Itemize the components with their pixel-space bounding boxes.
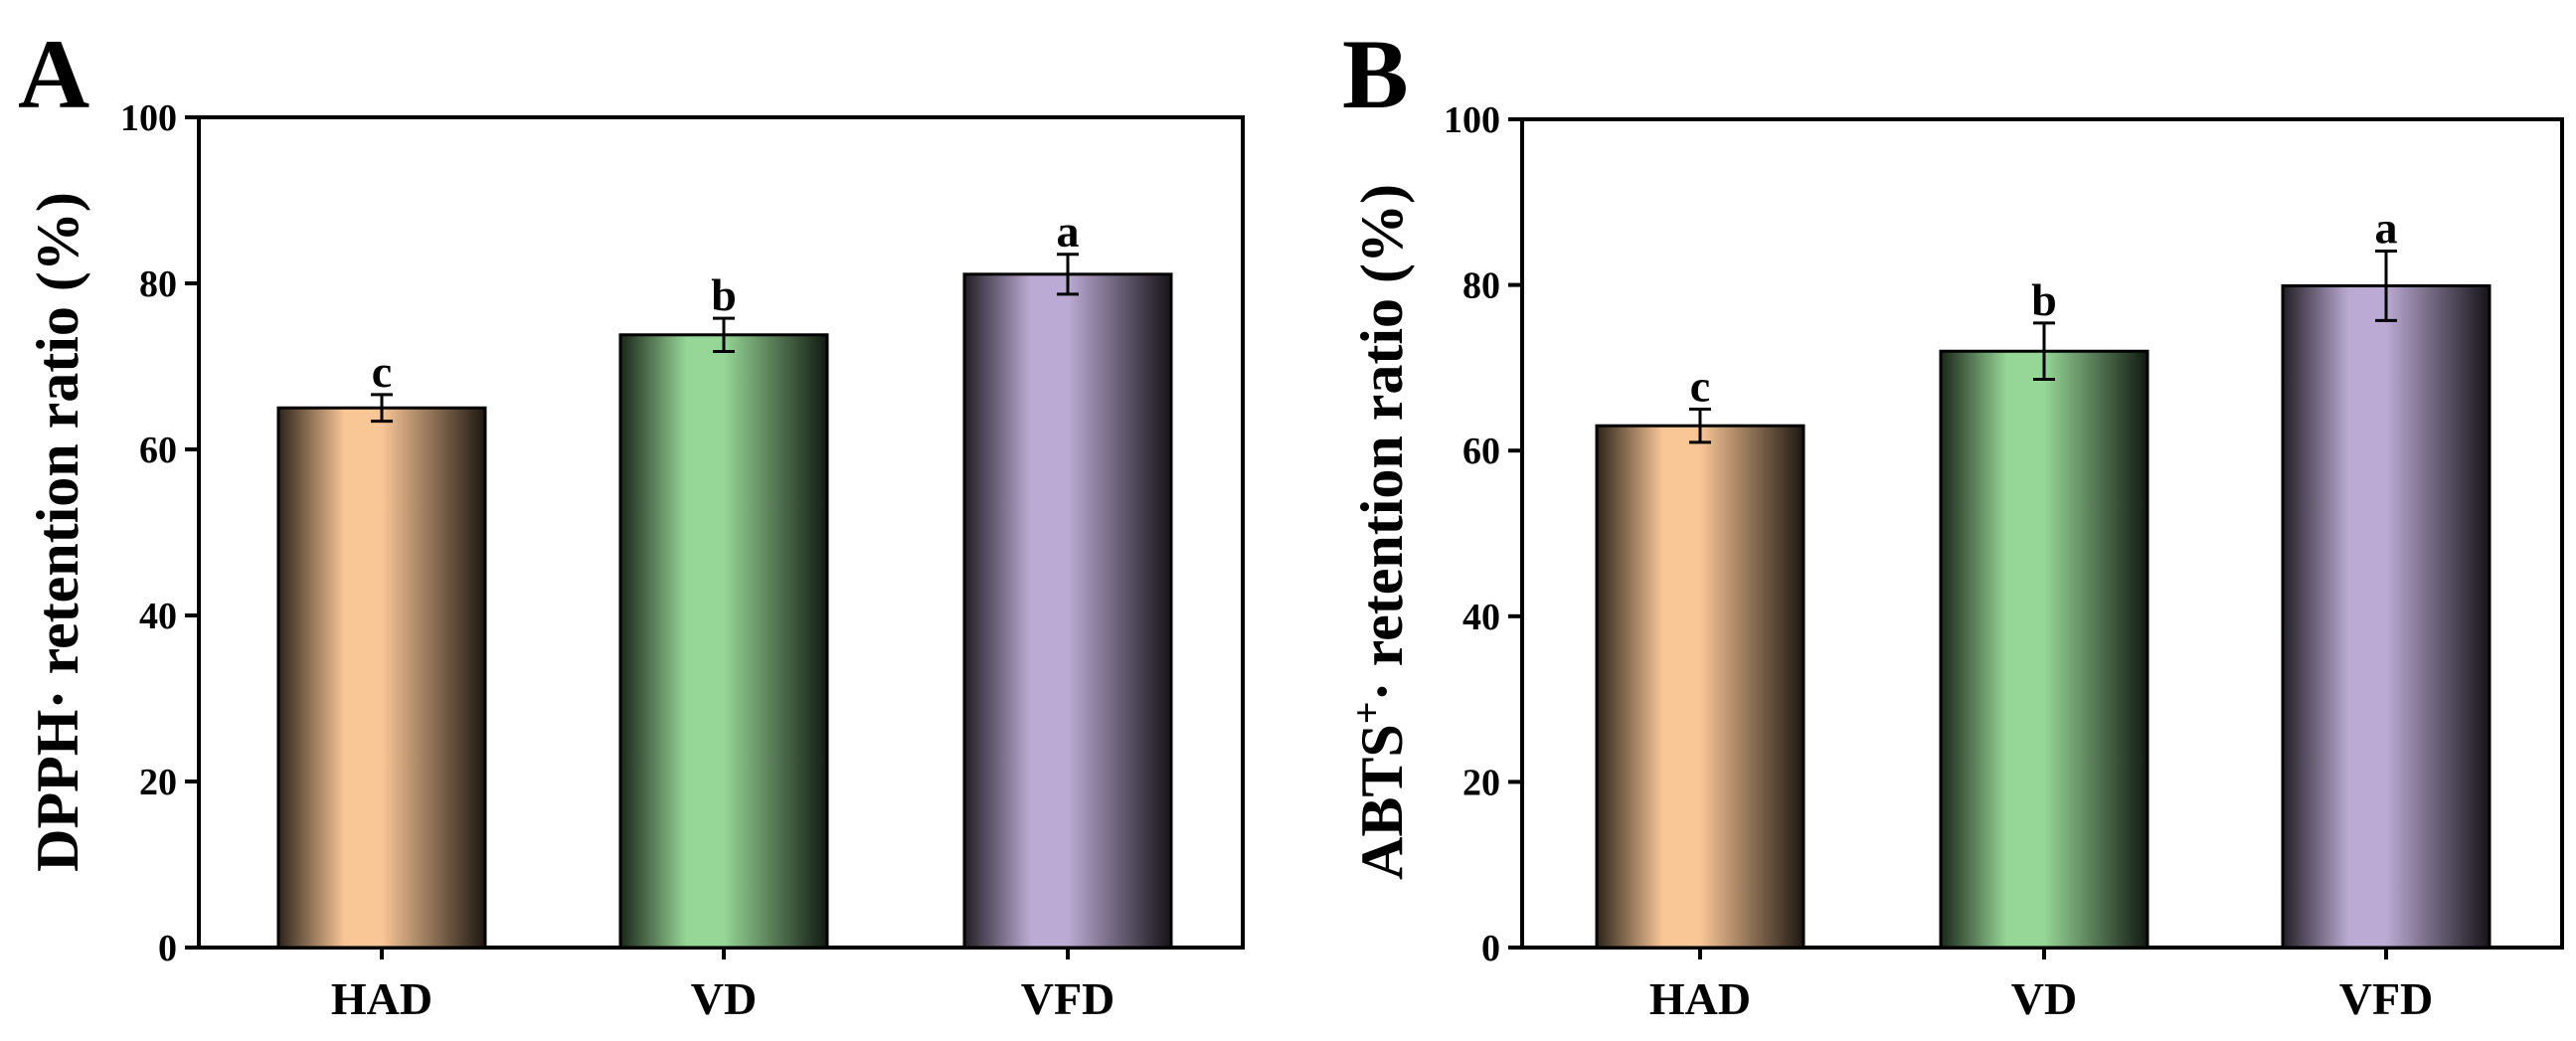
bar-vfd <box>2281 283 2491 950</box>
bar-vd <box>618 333 829 950</box>
y-tick-label: 80 <box>1462 265 1500 307</box>
significance-label: c <box>1690 361 1710 412</box>
x-category-label: VD <box>2011 973 2077 1024</box>
y-axis-title-b-base: ABTS <box>1349 724 1415 880</box>
panel-a: A 0 20 40 60 80 100 c HAD b VD a VFD DPPH· retentio… <box>18 19 1245 1024</box>
y-tick-label: 40 <box>1462 597 1500 638</box>
y-tick-label: 0 <box>158 928 177 969</box>
y-tick-label: 100 <box>120 97 177 139</box>
bar-vd <box>1939 349 2149 950</box>
x-category-label: VFD <box>2339 973 2434 1024</box>
x-category-label: HAD <box>1649 973 1751 1024</box>
x-category-label: VFD <box>1021 973 1116 1024</box>
significance-label: b <box>2031 274 2057 325</box>
plot-area-b: 0 20 40 60 80 100 c HAD b VD a VFD <box>1444 99 2564 1024</box>
plot-area-a: 0 20 40 60 80 100 c HAD b VD a VFD <box>120 97 1245 1024</box>
significance-label: a <box>1057 206 1080 257</box>
y-tick-label: 100 <box>1444 99 1500 141</box>
y-axis-title-b-sup: + <box>1344 701 1389 724</box>
y-tick-label: 60 <box>1462 431 1500 472</box>
panel-label-a: A <box>18 19 89 129</box>
significance-label: b <box>711 269 737 320</box>
significance-label: c <box>372 346 392 397</box>
bar-had <box>1595 424 1805 950</box>
y-tick-label: 60 <box>139 430 177 471</box>
y-tick-label: 80 <box>139 263 177 305</box>
y-tick-label: 20 <box>1462 762 1500 803</box>
y-tick-label: 0 <box>1481 928 1500 969</box>
y-axis-title-b-rest: · retention ratio (%) <box>1349 184 1415 701</box>
significance-label: a <box>2375 202 2398 253</box>
bar-had <box>276 406 487 950</box>
bar-vfd <box>962 272 1173 950</box>
y-tick-label: 40 <box>139 596 177 637</box>
panel-label-b: B <box>1342 19 1409 129</box>
x-category-label: HAD <box>331 973 432 1024</box>
y-tick-label: 20 <box>139 762 177 803</box>
y-axis-title-b: ABTS+· retention ratio (%) <box>1344 184 1416 880</box>
panel-b: B 0 20 40 60 80 100 c HAD b VD a VFD ABTS+· retenti… <box>1342 19 2564 1024</box>
x-category-label: VD <box>691 973 757 1024</box>
y-axis-title-a: DPPH· retention ratio (%) <box>25 192 90 872</box>
